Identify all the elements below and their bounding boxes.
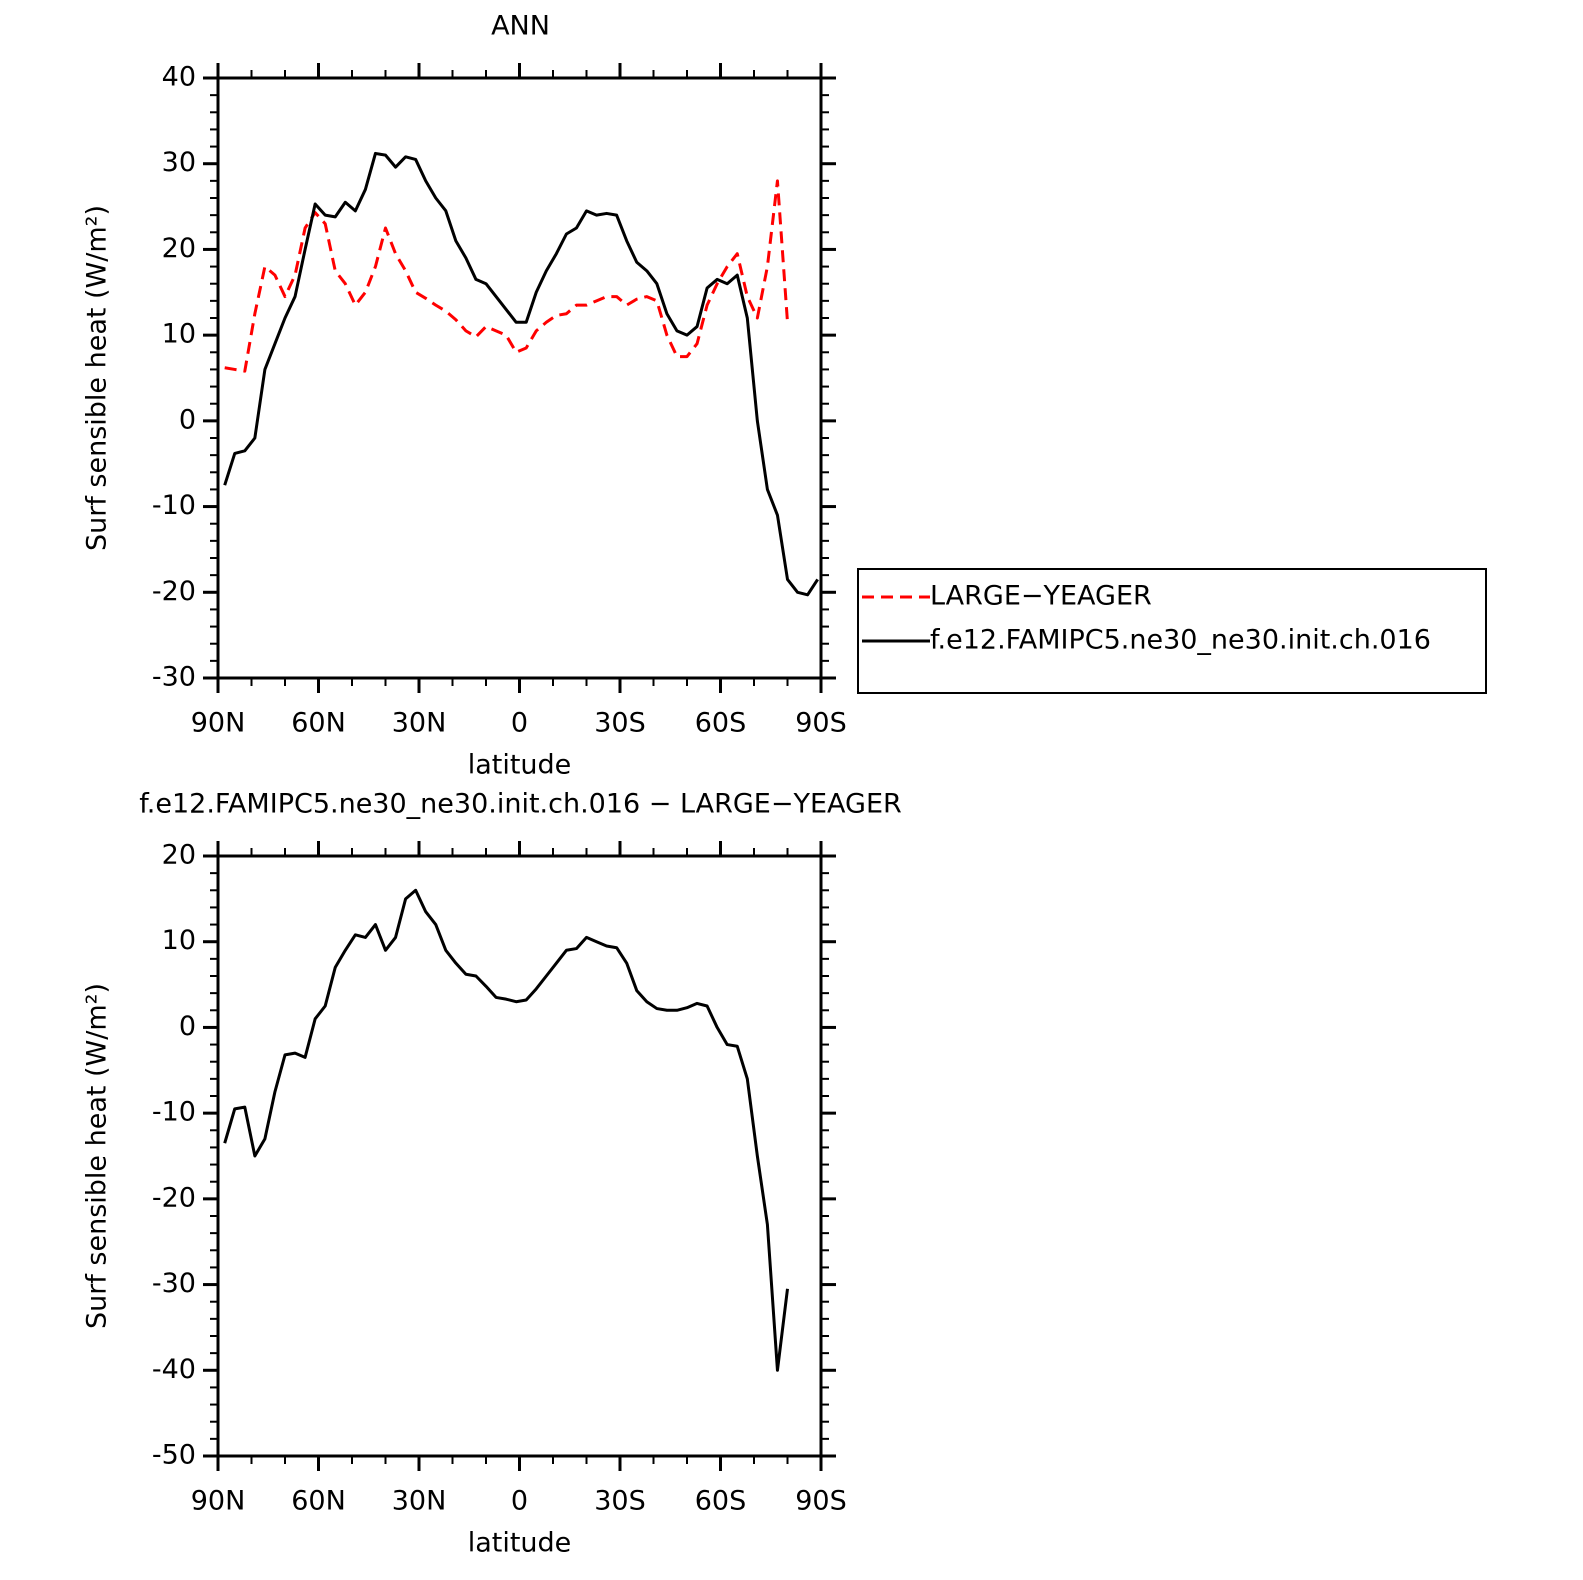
legend-label: f.e12.FAMIPC5.ne30_ne30.init.ch.016: [930, 625, 1431, 656]
y-tick-label: 20: [162, 840, 196, 871]
y-tick-label: 30: [162, 147, 196, 178]
y-tick-label: -50: [152, 1440, 196, 1471]
y-axis-label: Surf sensible heat (W/m²): [82, 205, 113, 551]
chart: ANN latitude Surf sensible heat (W/m²) -30 -…: [82, 11, 1487, 781]
chart-title: ANN: [491, 11, 550, 42]
x-tick-label: 90S: [795, 708, 847, 739]
x-tick-label: 90N: [191, 708, 246, 739]
chart-title: f.e12.FAMIPC5.ne30_ne30.init.ch.016 − LA…: [139, 789, 902, 820]
y-tick-label: -40: [152, 1354, 196, 1385]
x-tick-label: 90S: [795, 1486, 847, 1517]
y-tick-label: 10: [162, 925, 196, 956]
y-tick-label: -30: [152, 662, 196, 693]
x-tick-label: 90N: [191, 1486, 246, 1517]
y-tick-label: -30: [152, 1268, 196, 1299]
data-line: [223, 888, 789, 1372]
x-tick-label: 30N: [392, 708, 447, 739]
legend-label: LARGE−YEAGER: [930, 581, 1152, 612]
x-tick-label: 60S: [695, 708, 747, 739]
y-tick-label: 20: [162, 233, 196, 264]
plot-frame: [216, 854, 823, 1458]
chart: f.e12.FAMIPC5.ne30_ne30.init.ch.016 − LA…: [82, 789, 902, 1559]
x-tick-label: 60N: [291, 708, 346, 739]
data-line: [223, 151, 819, 597]
x-tick-label: 60S: [695, 1486, 747, 1517]
data-line: [224, 179, 789, 373]
y-axis-label: Surf sensible heat (W/m²): [82, 983, 113, 1329]
x-axis-label: latitude: [468, 1528, 572, 1559]
y-tick-label: 40: [162, 62, 196, 93]
x-tick-label: 0: [511, 1486, 528, 1517]
plot-frame: [216, 76, 823, 680]
x-tick-label: 60N: [291, 1486, 346, 1517]
x-tick-label: 0: [511, 708, 528, 739]
y-tick-label: 10: [162, 319, 196, 350]
legend-box: [857, 568, 1487, 694]
y-tick-label: -10: [152, 490, 196, 521]
y-tick-label: 0: [179, 1011, 196, 1042]
x-tick-label: 30N: [392, 1486, 447, 1517]
y-tick-label: -20: [152, 576, 196, 607]
x-tick-label: 30S: [594, 708, 646, 739]
y-tick-label: 0: [179, 404, 196, 435]
y-tick-label: -10: [152, 1097, 196, 1128]
x-axis-label: latitude: [468, 750, 572, 781]
y-tick-label: -20: [152, 1182, 196, 1213]
x-tick-label: 30S: [594, 1486, 646, 1517]
